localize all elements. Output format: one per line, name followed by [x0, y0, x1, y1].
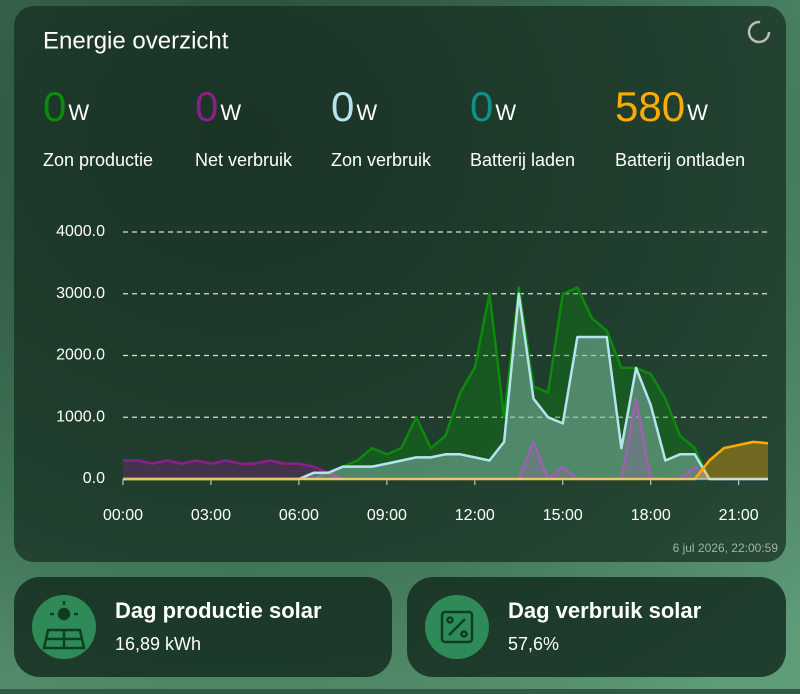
- unit: W: [220, 100, 241, 125]
- x-tick-label: 06:00: [279, 507, 319, 524]
- card[interactable]: [14, 577, 392, 677]
- area-fill: [123, 287, 768, 479]
- y-tick-label: 2000.0: [56, 347, 105, 364]
- card-title: Energie overzicht: [43, 27, 229, 54]
- x-tick-label: 03:00: [191, 507, 231, 524]
- unit: W: [356, 100, 377, 125]
- area-fill: [123, 441, 768, 479]
- stat-label: Net verbruik: [195, 150, 293, 170]
- card[interactable]: [407, 577, 786, 677]
- card-title: Dag productie solar: [115, 598, 322, 623]
- loading-spinner: [747, 20, 771, 44]
- x-tick-label: 21:00: [719, 507, 759, 524]
- value: 580: [615, 83, 685, 130]
- x-tick-label: 00:00: [103, 507, 143, 524]
- stat-value: 0W: [195, 83, 241, 130]
- percent-icon: [440, 610, 474, 644]
- y-tick-label: 0.0: [83, 470, 105, 487]
- card-title: Dag verbruik solar: [508, 598, 702, 623]
- x-tick-label: 18:00: [631, 507, 671, 524]
- x-tick-label: 12:00: [455, 507, 495, 524]
- y-tick-label: 4000.0: [56, 223, 105, 240]
- y-tick-label: 1000.0: [56, 408, 105, 425]
- stat-value: 0W: [43, 83, 89, 130]
- solar-icon: [42, 601, 86, 650]
- stat-label: Batterij ontladen: [615, 150, 745, 170]
- unit: W: [687, 100, 708, 125]
- stat-value: 580W: [615, 83, 708, 130]
- area-fill: [123, 398, 768, 479]
- x-tick-label: 15:00: [543, 507, 583, 524]
- stat-label: Zon productie: [43, 150, 153, 170]
- stat-value: 0W: [470, 83, 516, 130]
- energy-card: [14, 6, 786, 562]
- icon-bg: [32, 595, 96, 659]
- value: 0: [195, 83, 218, 130]
- stat-label: Batterij laden: [470, 150, 575, 170]
- x-tick-label: 09:00: [367, 507, 407, 524]
- y-tick-label: 3000.0: [56, 285, 105, 302]
- value: 0: [470, 83, 493, 130]
- stat-label: Zon verbruik: [331, 150, 432, 170]
- card-value: 16,89 kWh: [115, 634, 201, 654]
- unit: W: [495, 100, 516, 125]
- card-value: 57,6%: [508, 634, 559, 654]
- unit: W: [68, 100, 89, 125]
- timestamp: 6 jul 2026, 22:00:59: [673, 541, 779, 555]
- value: 0: [43, 83, 66, 130]
- stat-value: 0W: [331, 83, 377, 130]
- value: 0: [331, 83, 354, 130]
